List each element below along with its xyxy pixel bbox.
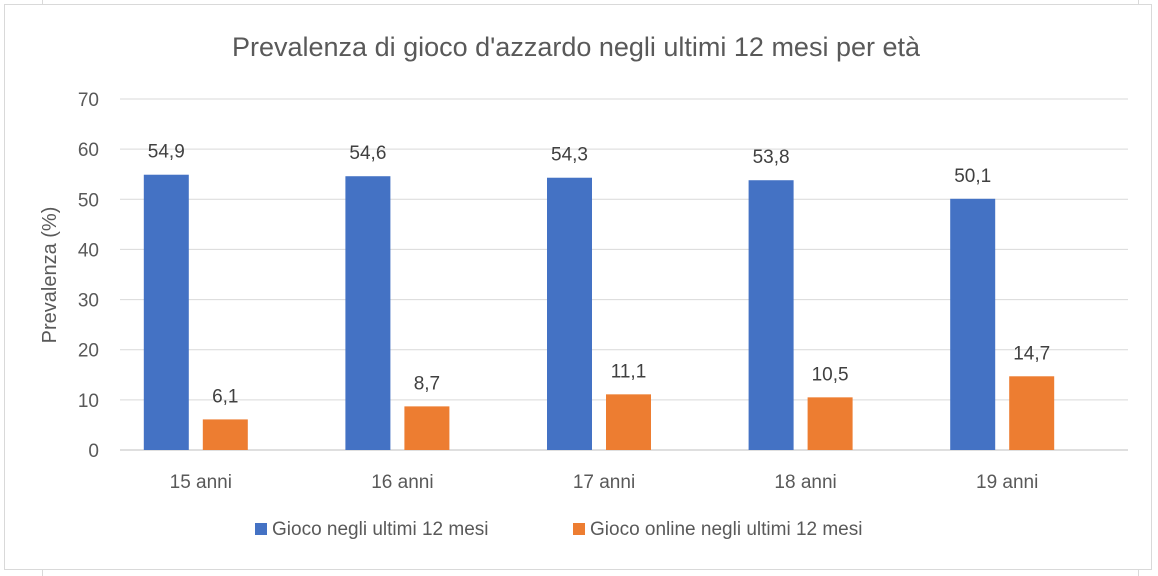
y-tick-label: 60 [78, 140, 99, 161]
data-label: 10,5 [812, 364, 849, 385]
y-tick-label: 10 [78, 391, 99, 412]
data-label: 8,7 [414, 373, 440, 394]
bar[interactable] [950, 198, 996, 450]
bar[interactable] [202, 419, 248, 450]
y-tick-label: 0 [88, 441, 99, 462]
legend-swatch [255, 523, 267, 535]
x-tick-label: 18 anni [774, 472, 836, 493]
legend-entry[interactable]: Gioco online negli ultimi 12 mesi [590, 519, 862, 540]
data-label: 54,9 [148, 142, 185, 163]
bar[interactable] [547, 177, 592, 450]
y-tick-label: 20 [78, 341, 99, 362]
y-tick-label: 50 [78, 190, 99, 211]
bar[interactable] [404, 406, 450, 450]
data-label: 54,6 [349, 143, 386, 164]
legend-swatch [573, 523, 585, 535]
x-tick-label: 17 anni [573, 472, 635, 493]
x-tick-label: 19 anni [976, 472, 1038, 493]
legend-entry[interactable]: Gioco negli ultimi 12 mesi [272, 519, 488, 540]
bar[interactable] [1009, 376, 1055, 450]
bar[interactable] [807, 397, 853, 450]
data-label: 53,8 [753, 147, 790, 168]
data-label: 50,1 [954, 166, 991, 187]
y-tick-label: 30 [78, 291, 99, 312]
data-label: 14,7 [1013, 343, 1050, 364]
y-axis-label: Prevalenza (%) [39, 207, 61, 344]
y-tick-label: 70 [78, 90, 99, 111]
bar[interactable] [143, 174, 189, 451]
x-tick-label: 15 anni [170, 472, 232, 493]
chart-title: Prevalenza di gioco d'azzardo negli ulti… [232, 32, 921, 62]
data-label: 54,3 [551, 145, 588, 166]
data-label: 11,1 [611, 361, 647, 382]
y-tick-label: 40 [78, 240, 99, 261]
bar[interactable] [345, 176, 391, 450]
bar[interactable] [606, 394, 651, 450]
bar[interactable] [748, 180, 794, 450]
data-label: 6,1 [212, 386, 238, 407]
x-tick-label: 16 anni [371, 472, 433, 493]
